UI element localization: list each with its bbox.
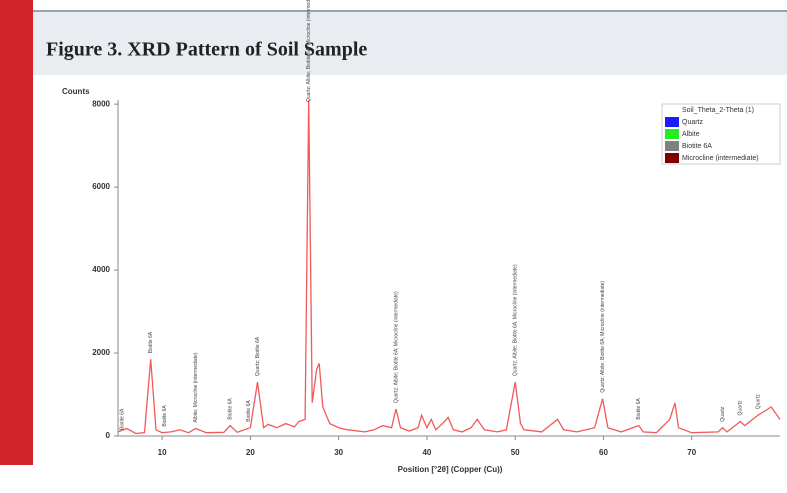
peak-label: Biotite 6A xyxy=(227,398,233,420)
peak-label: Biotite 6A xyxy=(636,398,642,420)
peak-label: Quartz xyxy=(738,400,744,416)
legend-swatch xyxy=(665,153,679,163)
header-band xyxy=(33,12,787,75)
legend-title: Soil_Theta_2-Theta (1) xyxy=(682,107,754,114)
y-tick-label: 2000 xyxy=(92,348,110,357)
legend-swatch xyxy=(665,141,679,151)
x-tick-label: 60 xyxy=(599,448,608,457)
legend-box xyxy=(661,103,781,165)
x-tick-label: 30 xyxy=(334,448,343,457)
legend-label: Microcline (intermediate) xyxy=(682,155,759,162)
x-axis-label: Position [°2θ] (Copper (Cu)) xyxy=(398,465,503,474)
peak-label: Quartz; Albite; Biotite 6A; Microcline (… xyxy=(306,0,312,102)
peak-label: Biotite 6A xyxy=(162,405,168,427)
peak-label: Biotite 6A xyxy=(246,400,252,422)
peak-label: Quartz xyxy=(755,394,761,410)
peak-label: Quartz; Albite; Biotite 6A; Microcline (… xyxy=(513,264,519,376)
peak-label: Quartz; Albite; Biotite 6A; Microcline (… xyxy=(600,281,606,393)
y-tick-label: 0 xyxy=(106,431,111,440)
x-tick-label: 70 xyxy=(687,448,696,457)
legend-label: Biotite 6A xyxy=(682,143,712,150)
y-tick-label: 6000 xyxy=(92,182,110,191)
x-tick-label: 40 xyxy=(422,448,431,457)
y-tick-label: 8000 xyxy=(92,99,110,108)
y-axis-label: Counts xyxy=(62,87,90,96)
x-tick-label: 10 xyxy=(158,448,167,457)
legend-label: Albite xyxy=(682,131,700,138)
legend-swatch xyxy=(665,129,679,139)
xrd-trace xyxy=(117,99,781,435)
peak-label: Quartz; Albite; Biotite 6A; Microcline (… xyxy=(393,291,399,403)
legend-swatch xyxy=(665,117,679,127)
y-tick-label: 4000 xyxy=(92,265,110,274)
figure-title: Figure 3. XRD Pattern of Soil Sample xyxy=(46,39,367,61)
x-tick-label: 50 xyxy=(511,448,520,457)
peak-label: Albite; Microcline (intermediate) xyxy=(193,352,199,422)
peak-label: Biotite 6A xyxy=(148,331,154,353)
accent-bar xyxy=(0,0,33,465)
x-tick-label: 20 xyxy=(246,448,255,457)
peak-label: Quartz xyxy=(720,406,726,422)
header-rule xyxy=(33,10,787,12)
legend-label: Quartz xyxy=(682,119,704,126)
peak-label: Quartz; Biotite 6A xyxy=(255,336,261,376)
peak-label: Biotite 6A xyxy=(120,408,126,430)
